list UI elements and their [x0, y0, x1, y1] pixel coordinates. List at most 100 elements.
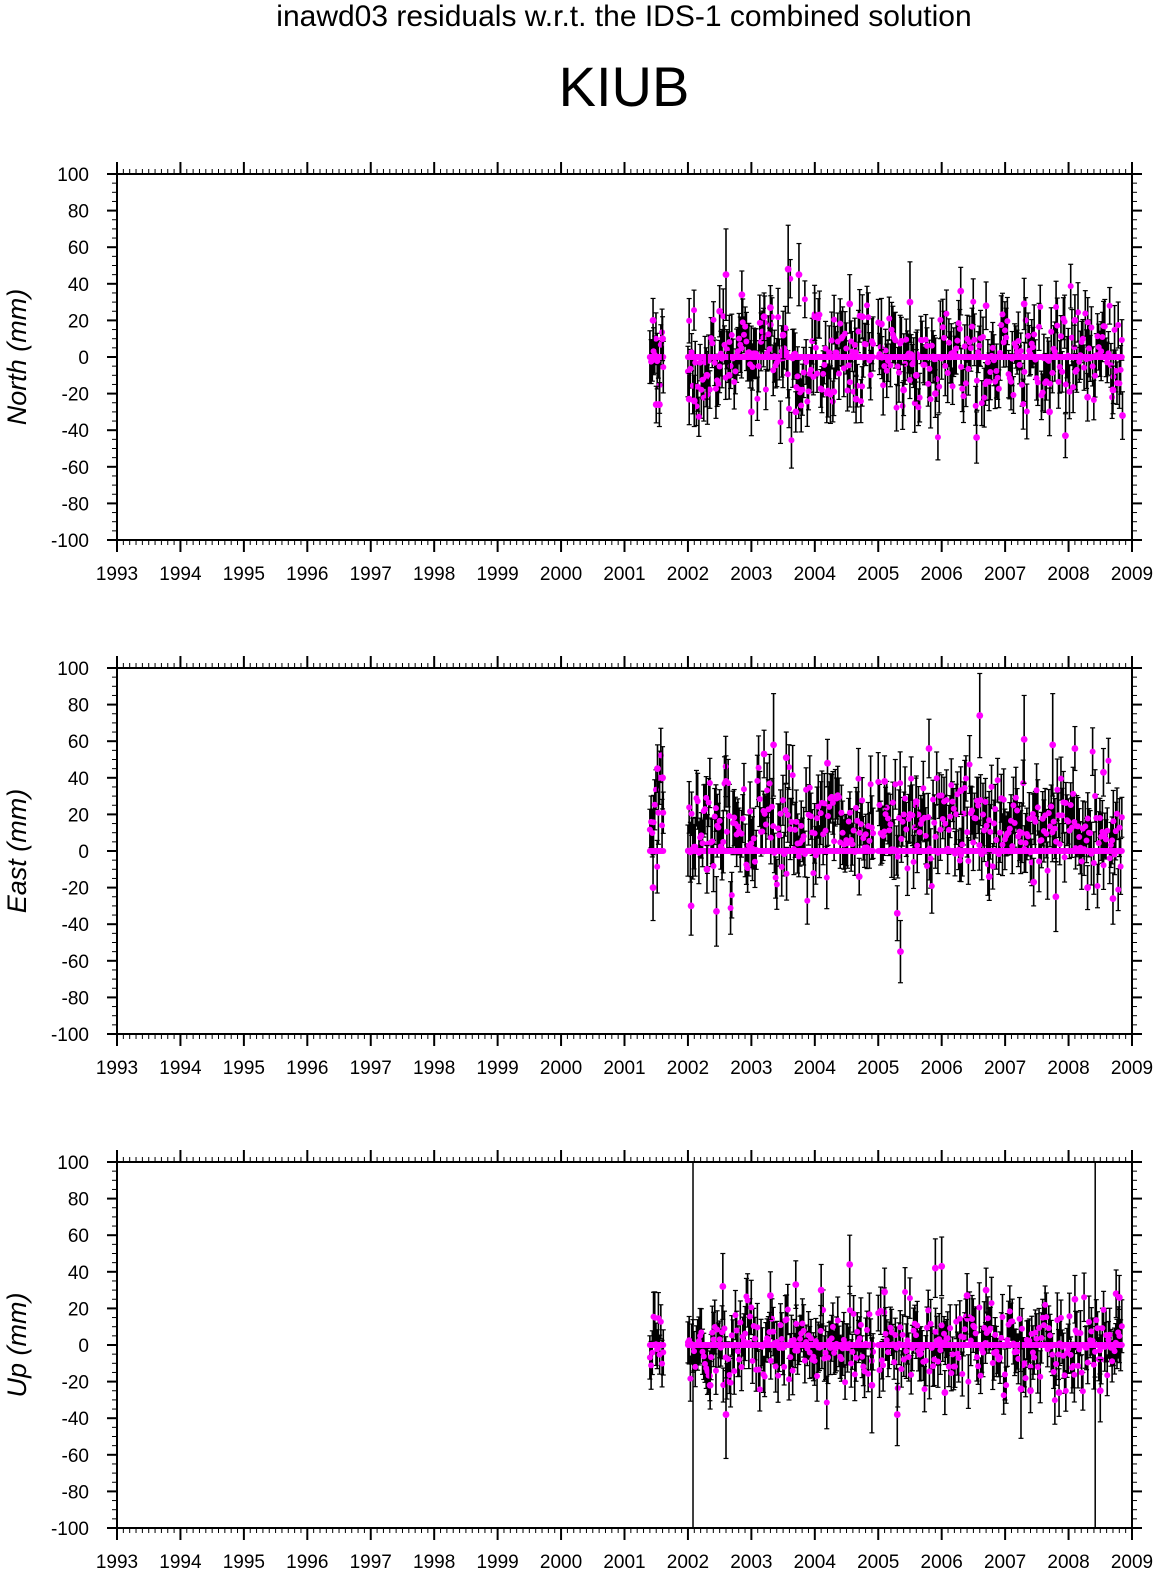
data-point — [892, 781, 899, 788]
data-point — [655, 401, 663, 408]
data-point — [910, 858, 917, 865]
data-point — [971, 336, 978, 343]
data-point — [1046, 380, 1053, 387]
data-point — [1082, 823, 1089, 830]
data-point — [970, 839, 977, 846]
data-point — [759, 828, 766, 835]
data-point — [981, 394, 988, 401]
data-point — [983, 822, 990, 829]
data-point — [947, 813, 954, 820]
data-point — [1062, 381, 1069, 388]
data-point — [975, 802, 982, 809]
data-point — [789, 772, 796, 779]
data-point — [977, 797, 984, 804]
data-point — [710, 863, 717, 870]
data-point — [837, 320, 844, 327]
data-point — [701, 806, 708, 813]
data-point — [922, 832, 929, 839]
data-point — [897, 948, 904, 956]
data-point — [1067, 283, 1074, 290]
data-point — [1056, 363, 1063, 370]
data-point — [898, 835, 905, 842]
y-tick-label: -60 — [62, 458, 89, 479]
data-point — [1071, 745, 1079, 752]
data-point — [1073, 366, 1080, 373]
data-point — [703, 794, 710, 801]
data-point — [715, 380, 722, 387]
data-point — [883, 367, 890, 374]
data-point — [1030, 878, 1038, 886]
data-point — [905, 815, 912, 822]
data-point — [706, 386, 713, 393]
data-point — [734, 823, 741, 830]
data-point — [961, 343, 968, 350]
data-point — [775, 314, 782, 321]
data-point — [739, 815, 746, 822]
data-point — [948, 782, 955, 789]
data-point — [846, 379, 853, 386]
data-point — [888, 326, 895, 333]
y-tick-label: 60 — [68, 238, 89, 259]
x-tick-label: 1998 — [413, 564, 455, 585]
data-point — [742, 323, 749, 330]
data-point — [654, 765, 661, 773]
data-point — [1113, 810, 1120, 817]
data-point — [1084, 815, 1091, 822]
data-point — [894, 853, 901, 860]
data-point — [655, 809, 662, 816]
data-point — [962, 380, 969, 387]
data-point — [826, 803, 833, 810]
data-point — [815, 803, 822, 810]
data-point — [995, 385, 1002, 392]
data-point — [979, 334, 986, 341]
data-point — [925, 380, 932, 387]
x-tick-label: 2002 — [667, 564, 709, 585]
data-point — [821, 361, 828, 368]
data-point — [1107, 841, 1114, 848]
data-point — [828, 337, 835, 344]
data-point — [1109, 895, 1117, 902]
data-point — [911, 400, 918, 407]
data-point — [738, 830, 745, 837]
data-point — [849, 841, 856, 848]
data-point — [912, 371, 920, 379]
x-tick-label: 2006 — [921, 1058, 963, 1079]
data-point — [686, 317, 693, 324]
data-point — [840, 365, 847, 372]
data-point — [979, 811, 986, 818]
data-point — [839, 829, 846, 836]
data-point — [1033, 787, 1040, 794]
x-tick-label: 2008 — [1047, 564, 1089, 585]
data-point — [899, 402, 906, 409]
data-point — [756, 795, 763, 802]
east-panel: 1993 1994 1995 1996 1997 1998 1999 2000 2001 2002… — [2, 656, 1153, 1079]
data-point — [880, 382, 887, 389]
data-point — [765, 331, 772, 338]
figure-title: inawd03 residuals w.r.t. the IDS-1 combi… — [276, 0, 972, 33]
data-point — [939, 816, 946, 823]
data-point — [1089, 363, 1096, 370]
data-point — [1003, 334, 1010, 341]
data-point — [829, 799, 836, 806]
data-point — [698, 386, 705, 393]
x-tick-label: 2002 — [667, 1058, 709, 1079]
data-point — [1011, 819, 1018, 826]
data-point — [878, 320, 885, 328]
data-point — [976, 842, 983, 849]
x-tick-label: 2003 — [730, 564, 772, 585]
zero-point — [1118, 354, 1125, 360]
data-point — [1059, 812, 1066, 819]
data-point — [970, 298, 977, 305]
data-point — [934, 434, 941, 441]
data-point — [844, 387, 851, 394]
data-point — [1106, 855, 1113, 862]
data-point — [695, 413, 702, 420]
data-point — [732, 368, 739, 375]
data-point — [959, 841, 966, 848]
data-point — [930, 796, 937, 803]
data-point — [926, 365, 933, 372]
data-point — [649, 830, 656, 837]
data-point — [1006, 825, 1013, 832]
data-point — [1061, 432, 1069, 440]
data-point — [943, 797, 950, 804]
